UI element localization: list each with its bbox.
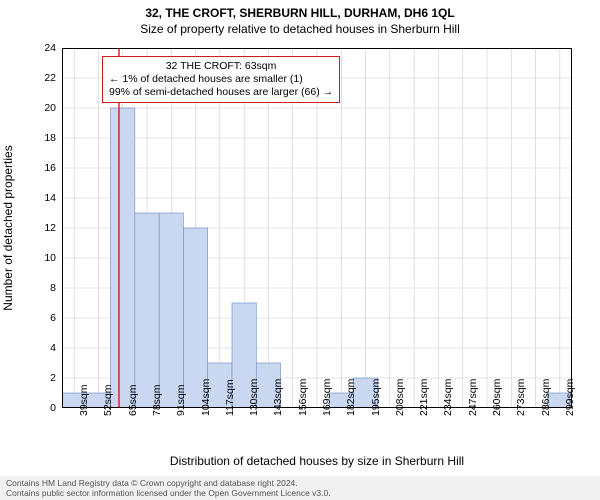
footer: Contains HM Land Registry data © Crown c… bbox=[0, 476, 600, 500]
ytick-label: 10 bbox=[6, 252, 56, 264]
ytick-label: 22 bbox=[6, 72, 56, 84]
xtick-label: 299sqm bbox=[564, 379, 576, 416]
xtick-label: 117sqm bbox=[224, 379, 236, 416]
ytick-label: 6 bbox=[6, 312, 56, 324]
xtick-label: 104sqm bbox=[200, 379, 212, 416]
x-axis-caption: Distribution of detached houses by size … bbox=[62, 454, 572, 468]
xtick-label: 78sqm bbox=[151, 384, 163, 416]
xtick-label: 52sqm bbox=[102, 384, 114, 416]
xtick-label: 65sqm bbox=[127, 384, 139, 416]
ytick-label: 8 bbox=[6, 282, 56, 294]
xtick-label: 208sqm bbox=[394, 379, 406, 416]
ytick-label: 14 bbox=[6, 192, 56, 204]
xtick-label: 234sqm bbox=[442, 379, 454, 416]
title-main: 32, THE CROFT, SHERBURN HILL, DURHAM, DH… bbox=[0, 0, 600, 20]
xtick-label: 247sqm bbox=[467, 379, 479, 416]
xtick-label: 195sqm bbox=[370, 379, 382, 416]
xtick-label: 39sqm bbox=[78, 384, 90, 416]
annotation-line2: ← 1% of detached houses are smaller (1) bbox=[109, 73, 333, 86]
ytick-label: 0 bbox=[6, 402, 56, 414]
xtick-label: 273sqm bbox=[515, 379, 527, 416]
xtick-label: 260sqm bbox=[491, 379, 503, 416]
xtick-label: 91sqm bbox=[175, 384, 187, 416]
annotation-line1: 32 THE CROFT: 63sqm bbox=[109, 60, 333, 73]
ytick-label: 12 bbox=[6, 222, 56, 234]
annotation-box: 32 THE CROFT: 63sqm ← 1% of detached hou… bbox=[102, 56, 340, 103]
xtick-label: 130sqm bbox=[248, 379, 260, 416]
ytick-label: 20 bbox=[6, 102, 56, 114]
xtick-label: 182sqm bbox=[345, 379, 357, 416]
footer-line2: Contains public sector information licen… bbox=[6, 488, 594, 498]
ytick-label: 18 bbox=[6, 132, 56, 144]
xtick-label: 286sqm bbox=[540, 379, 552, 416]
chart-container: 32, THE CROFT, SHERBURN HILL, DURHAM, DH… bbox=[0, 0, 600, 500]
xtick-label: 143sqm bbox=[272, 379, 284, 416]
xtick-label: 169sqm bbox=[321, 379, 333, 416]
ytick-label: 16 bbox=[6, 162, 56, 174]
ytick-label: 24 bbox=[6, 42, 56, 54]
ytick-label: 2 bbox=[6, 372, 56, 384]
xtick-label: 221sqm bbox=[418, 379, 430, 416]
ytick-label: 4 bbox=[6, 342, 56, 354]
title-sub: Size of property relative to detached ho… bbox=[0, 20, 600, 36]
xtick-label: 156sqm bbox=[297, 379, 309, 416]
footer-line1: Contains HM Land Registry data © Crown c… bbox=[6, 478, 594, 488]
plot-area: 024681012141618202224 39sqm52sqm65sqm78s… bbox=[62, 48, 572, 408]
annotation-line3: 99% of semi-detached houses are larger (… bbox=[109, 86, 333, 99]
